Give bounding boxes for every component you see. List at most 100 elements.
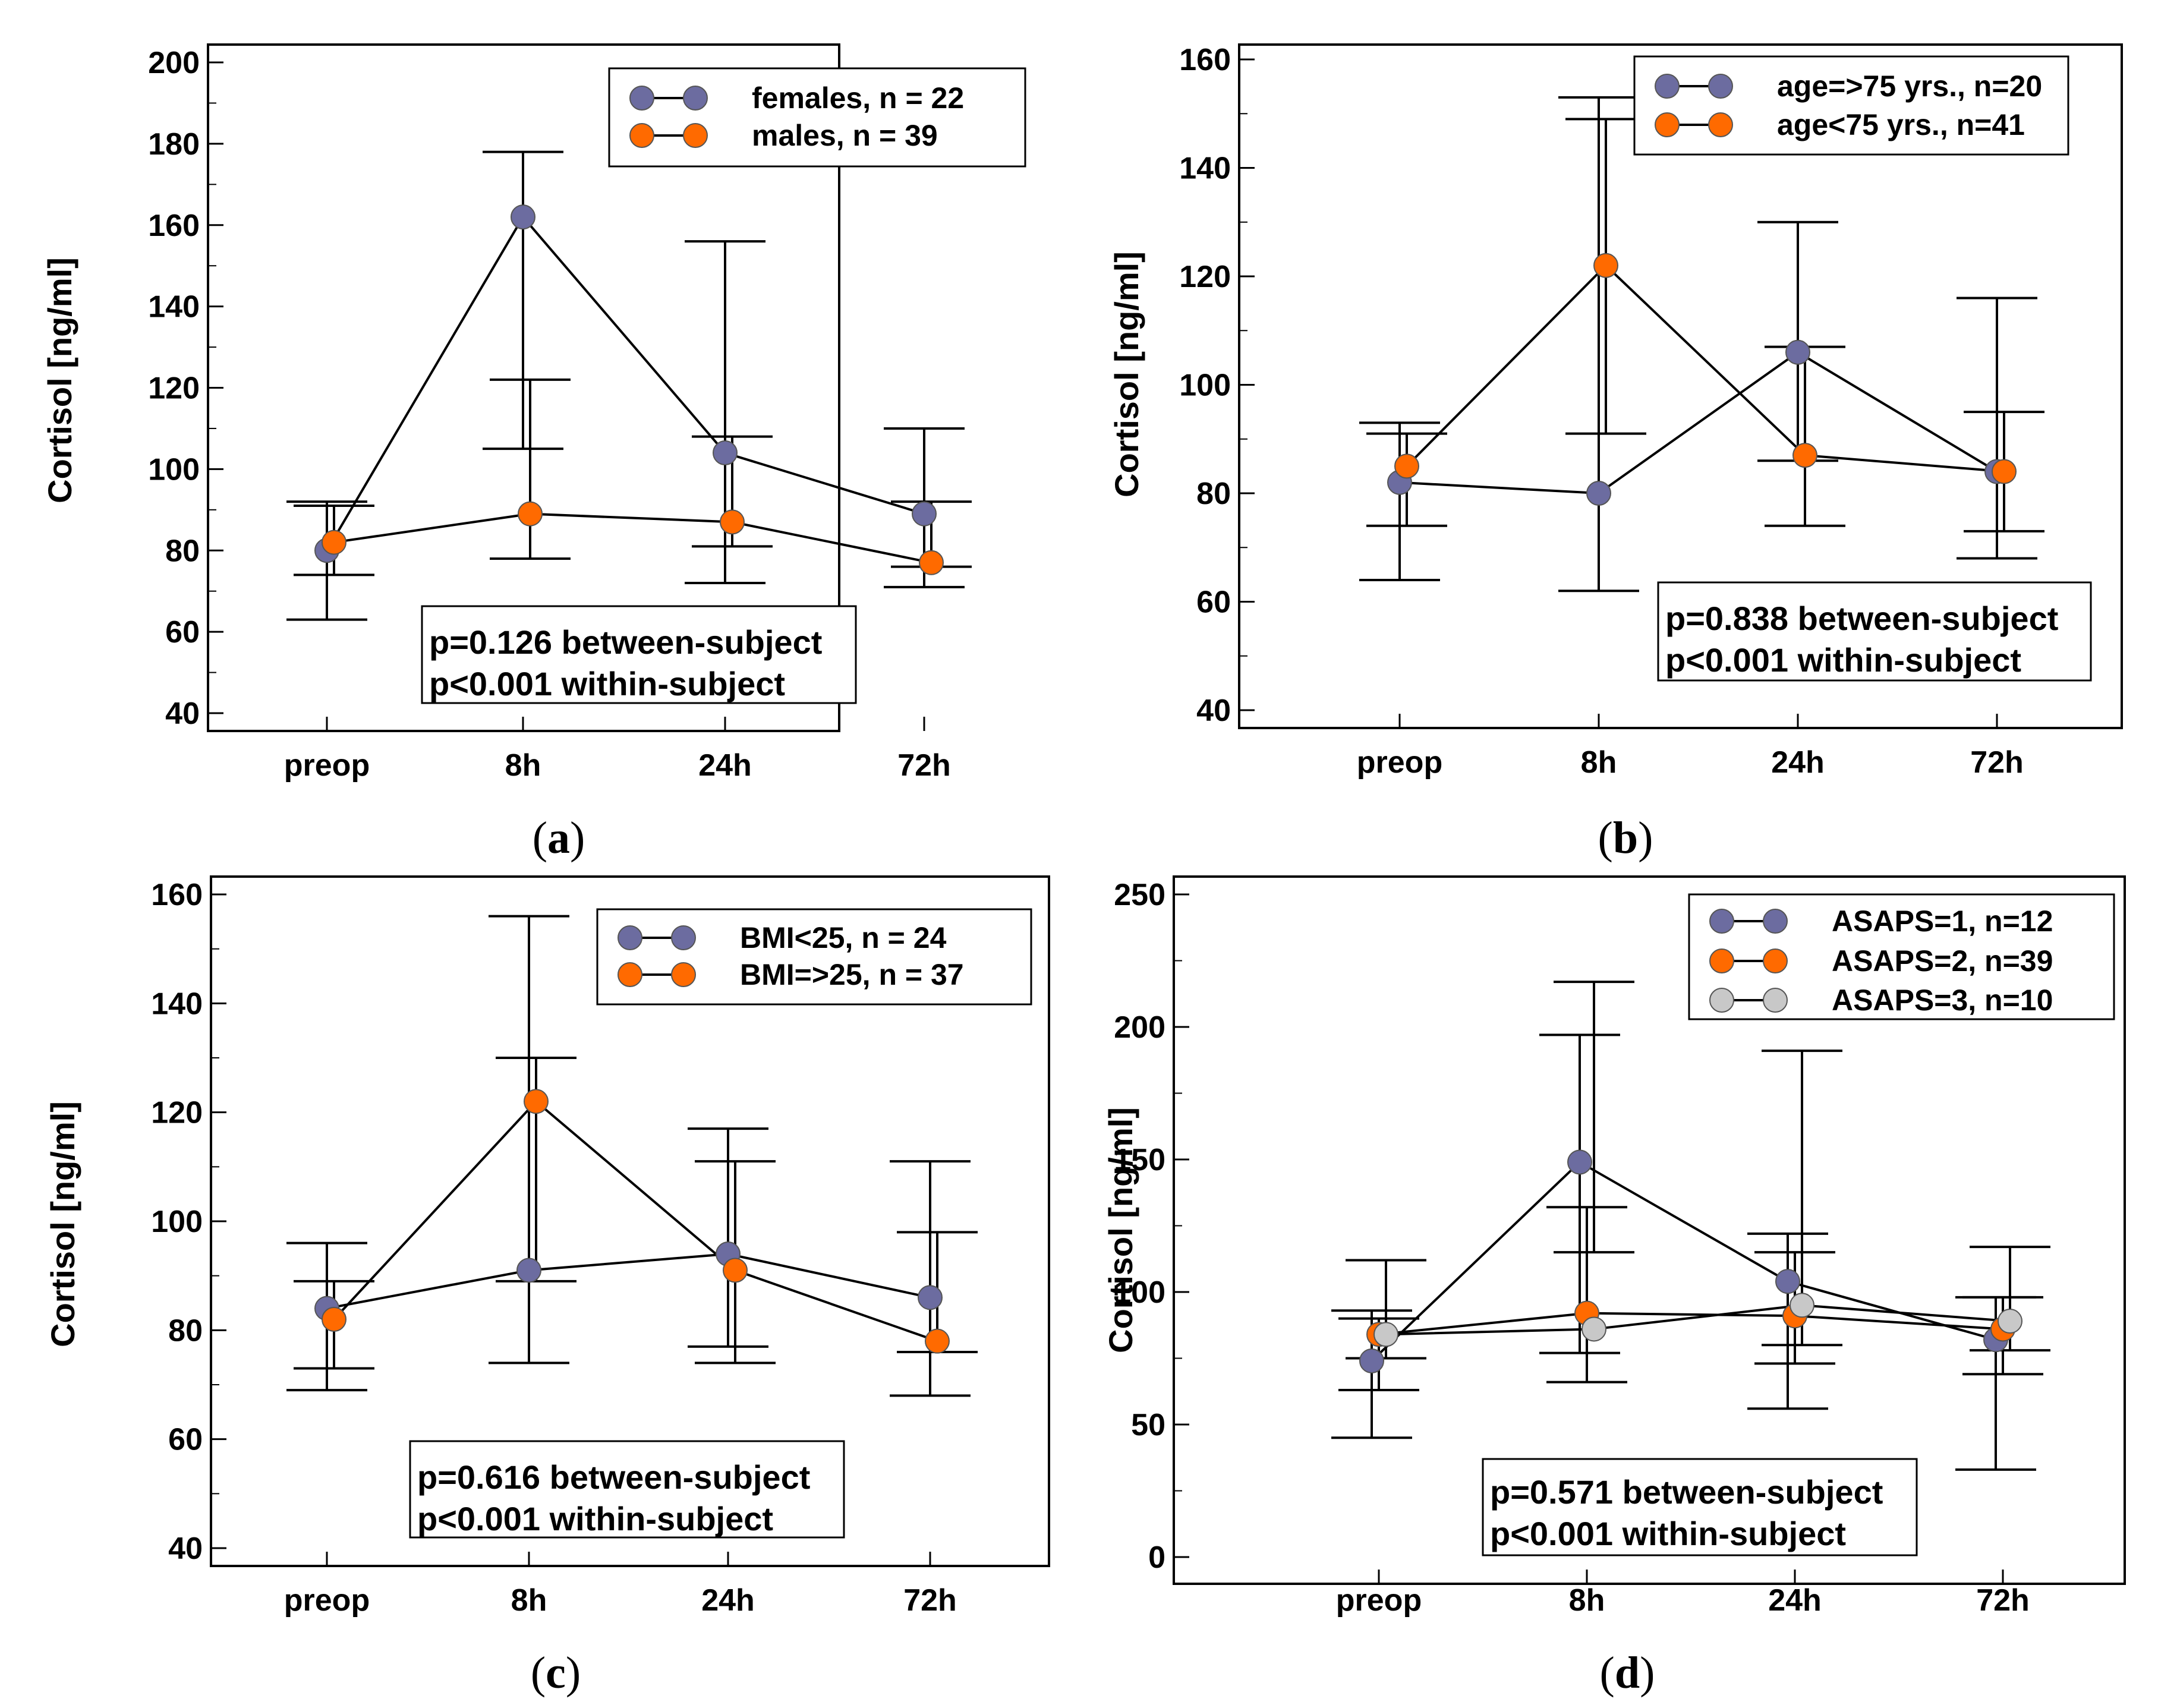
legend-box [608, 67, 1026, 168]
x-tick-label: preop [284, 748, 370, 783]
legend-marker [618, 962, 642, 987]
x-tick-label: 72h [903, 1583, 957, 1618]
y-tick-label: 140 [148, 290, 200, 324]
legend-marker [683, 86, 708, 111]
y-tick-label: 100 [148, 452, 200, 487]
caption-paren-close: ) [570, 813, 585, 863]
y-tick-label: 80 [168, 1313, 203, 1348]
legend-marker [1763, 988, 1788, 1013]
legend-label: age=>75 yrs., n=20 [1777, 70, 2042, 103]
x-tick-label: 24h [1771, 745, 1825, 780]
data-point [1992, 459, 2017, 484]
caption-paren-close: ) [1640, 1648, 1655, 1698]
y-axis-label: Cortisol [ng/ml] [1102, 1107, 1139, 1353]
y-tick-label: 160 [148, 209, 200, 243]
legend-label: age<75 yrs., n=41 [1777, 108, 2025, 141]
stats-box: p=0.571 between-subject p<0.001 within-su… [1482, 1458, 1918, 1556]
legend-marker [1655, 74, 1680, 99]
y-tick-label: 120 [151, 1096, 203, 1130]
data-point [1394, 453, 1419, 479]
y-tick-label: 140 [1179, 152, 1231, 186]
data-point [925, 1328, 950, 1354]
data-point [912, 501, 937, 527]
y-tick-label: 0 [1148, 1540, 1165, 1575]
x-tick-label: 24h [701, 1583, 755, 1618]
legend-marker [1763, 948, 1788, 973]
y-tick-label: 150 [1114, 1143, 1165, 1177]
y-tick-label: 40 [165, 697, 200, 731]
y-tick-label: 80 [1196, 477, 1231, 511]
error-bar [688, 1127, 768, 1348]
legend-label: BMI<25, n = 24 [740, 921, 947, 954]
caption-paren-close: ) [1638, 813, 1653, 863]
x-tick-label: 72h [897, 748, 951, 783]
series-line [1371, 1160, 1996, 1362]
stats-text: p<0.001 within-subject [1490, 1515, 1846, 1552]
caption-letter: b [1613, 813, 1638, 863]
data-point [919, 550, 944, 575]
error-bar [1546, 1206, 1627, 1384]
y-tick-label: 120 [1179, 260, 1231, 294]
plot-frame [1238, 43, 2123, 729]
y-tick-label: 100 [151, 1205, 203, 1239]
legend-label: ASAPS=2, n=39 [1832, 944, 2053, 978]
data-point [1373, 1322, 1398, 1347]
error-bar [489, 915, 569, 1364]
x-tick-label: 8h [511, 1583, 547, 1618]
data-point [322, 530, 346, 555]
y-tick-label: 200 [1114, 1010, 1165, 1045]
series-line [333, 1099, 938, 1343]
y-axis-label: Cortisol [ng/ml] [1108, 251, 1145, 497]
legend-marker [1655, 112, 1680, 137]
data-point [918, 1285, 943, 1310]
stats-box: p=0.616 between-subject p<0.001 within-su… [409, 1440, 845, 1539]
caption-paren-open: ( [531, 1648, 546, 1698]
data-point [524, 1089, 549, 1114]
error-bar [1359, 421, 1440, 581]
caption-paren-open: ( [533, 813, 547, 863]
stats-text: p<0.001 within-subject [417, 1500, 773, 1537]
chart-panel-a: 40 60 80 100 120 140 160 180 200 preop 8h 24h 72h Cor… [41, 43, 1026, 863]
legend-label: BMI=>25, n = 37 [740, 958, 964, 991]
data-point [1359, 1348, 1384, 1373]
y-tick-label: 180 [148, 127, 200, 162]
y-axis-label: Cortisol [ng/ml] [44, 1101, 81, 1347]
legend-box [1633, 55, 2069, 156]
legend-marker [1709, 948, 1734, 973]
caption-paren-close: ) [566, 1648, 581, 1698]
y-tick-label: 100 [1179, 368, 1231, 403]
x-tick-label: 24h [1768, 1583, 1822, 1618]
legend-marker [683, 123, 708, 148]
data-point [516, 1258, 541, 1283]
y-axis-label: Cortisol [ng/ml] [41, 257, 78, 503]
data-point [322, 1307, 346, 1332]
caption-letter: a [547, 813, 570, 863]
stats-text: p=0.616 between-subject [417, 1458, 810, 1496]
data-point [713, 440, 738, 465]
caption-letter: c [546, 1648, 566, 1698]
legend-box [1688, 893, 2115, 1020]
series-line [326, 1252, 931, 1310]
panel-caption: (a) [533, 813, 585, 863]
x-tick-label: preop [1357, 745, 1442, 780]
legend: females, n = 22 males, n = 39 [608, 67, 1026, 168]
data-point [1785, 339, 1810, 365]
chart-panel-c: 40 60 80 100 120 140 160 preop 8h 24h 72h Cortisol … [44, 875, 1050, 1698]
data-point [1775, 1269, 1800, 1294]
stats-text: p=0.571 between-subject [1490, 1473, 1883, 1511]
y-tick-label: 100 [1114, 1275, 1165, 1310]
x-tick-label: 72h [1976, 1583, 2030, 1618]
legend-label: females, n = 22 [752, 81, 964, 115]
stats-text: p<0.001 within-subject [1665, 641, 2021, 679]
y-tick-label: 40 [168, 1531, 203, 1566]
y-tick-label: 160 [1179, 43, 1231, 77]
data-point [1567, 1149, 1592, 1175]
legend-marker [1763, 909, 1788, 934]
x-tick-label: 24h [698, 748, 752, 783]
stats-frame [409, 1440, 845, 1539]
data-point [1792, 443, 1817, 468]
caption-paren-open: ( [1600, 1648, 1615, 1698]
stats-frame [1657, 581, 2092, 682]
stats-box: p=0.838 between-subject p<0.001 within-su… [1657, 581, 2092, 682]
